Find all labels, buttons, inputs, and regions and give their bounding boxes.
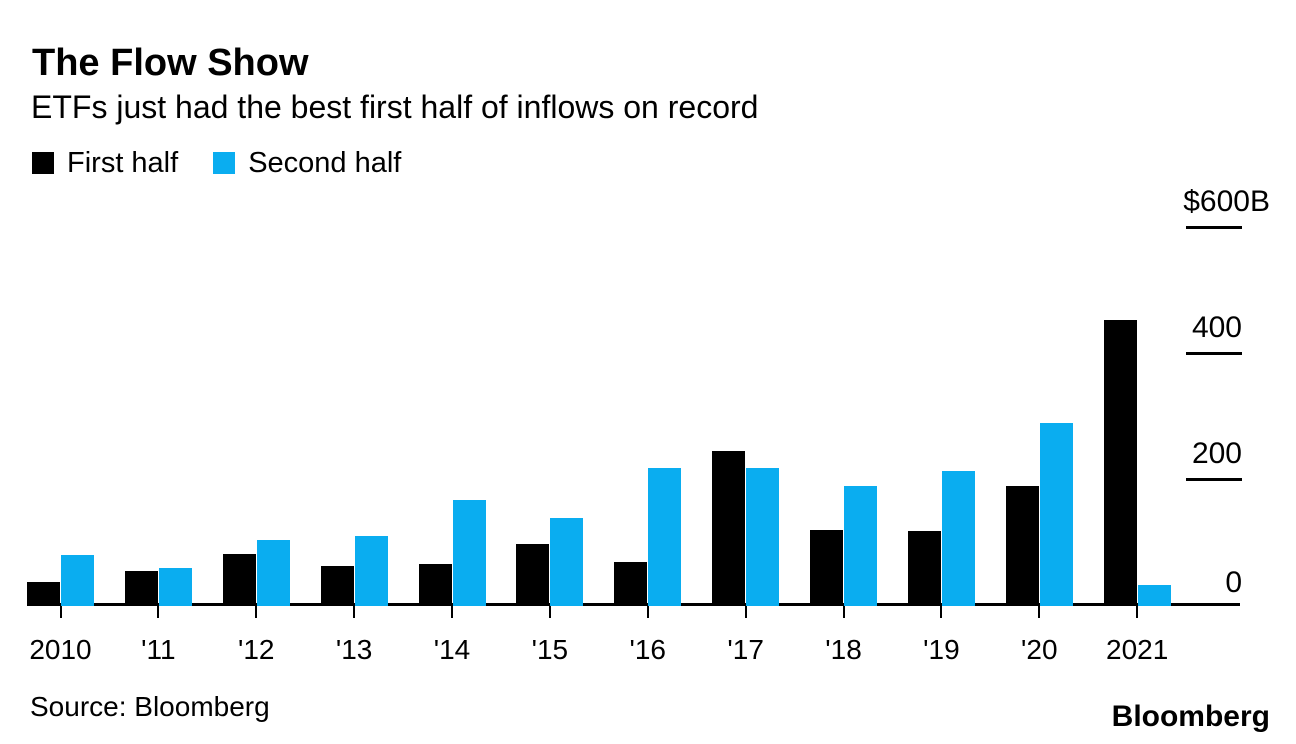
x-label-2019: '19	[923, 634, 960, 665]
y-label-200: 200	[1191, 437, 1242, 471]
bar-second-half-2017	[746, 468, 780, 606]
bar-second-half-2013	[354, 536, 388, 606]
bloomberg-logo: Bloomberg	[1111, 700, 1270, 733]
bar-second-half-2012	[256, 540, 290, 606]
x-label-2016: '16	[629, 634, 667, 665]
x-tick-2012	[255, 606, 258, 618]
legend-swatch-first-half	[32, 152, 54, 174]
chart-title: The Flow Show	[32, 42, 309, 84]
y-label-600: $600B	[1183, 184, 1270, 218]
bar-second-half-2014	[452, 500, 486, 606]
bar-first-half-2020	[1005, 486, 1039, 606]
x-tick-2018	[842, 606, 845, 618]
bar-first-half-2019	[907, 531, 941, 606]
y-gridline-200	[1186, 478, 1242, 482]
x-label-2020: '20	[1021, 634, 1058, 665]
bar-first-half-2015	[516, 544, 550, 606]
bar-second-half-2021	[1137, 585, 1171, 606]
x-tick-2010	[59, 606, 62, 618]
chart-subtitle: ETFs just had the best first half of inf…	[31, 89, 759, 125]
bar-second-half-2015	[550, 518, 584, 606]
bar-first-half-2016	[614, 562, 648, 606]
bar-second-half-2011	[158, 568, 192, 606]
bar-first-half-2014	[418, 564, 452, 606]
legend-label-first-half: First half	[67, 147, 179, 179]
x-label-2010: 2010	[29, 634, 92, 665]
bar-second-half-2020	[1039, 423, 1073, 606]
x-tick-2015	[548, 606, 551, 618]
y-label-400: 400	[1191, 310, 1242, 344]
x-tick-2014	[451, 606, 454, 618]
x-tick-2021	[1136, 606, 1139, 618]
x-tick-2016	[646, 606, 649, 618]
x-label-2014: '14	[433, 634, 471, 665]
bar-first-half-2011	[124, 571, 158, 606]
y-gridline-400	[1186, 351, 1242, 355]
x-tick-2020	[1038, 606, 1041, 618]
bar-first-half-2012	[222, 554, 256, 606]
legend-swatch-second-half	[213, 152, 236, 174]
x-label-2018: '18	[825, 634, 862, 665]
bar-first-half-2010	[27, 582, 60, 606]
bar-second-half-2018	[844, 486, 878, 606]
x-label-2017: '17	[727, 634, 764, 665]
bar-second-half-2010	[61, 555, 94, 606]
bar-first-half-2017	[712, 451, 746, 606]
source-note: Source: Bloomberg	[30, 691, 270, 722]
legend-label-second-half: Second half	[248, 147, 402, 179]
y-gridline-600	[1186, 225, 1242, 229]
y-label-0: 0	[1225, 566, 1242, 599]
x-label-2021: 2021	[1106, 634, 1169, 665]
bar-first-half-2018	[810, 530, 844, 606]
x-tick-2013	[353, 606, 356, 618]
x-label-2013: '13	[335, 634, 373, 665]
legend: First half Second half	[32, 147, 402, 179]
x-label-2012: '12	[238, 634, 275, 665]
bar-first-half-2021	[1103, 320, 1137, 606]
x-tick-2011	[157, 606, 160, 618]
bar-first-half-2013	[320, 566, 354, 606]
x-label-2015: '15	[531, 634, 569, 665]
bar-second-half-2019	[941, 471, 975, 606]
x-label-2011: '11	[141, 634, 176, 665]
x-tick-2017	[744, 606, 747, 618]
bar-second-half-2016	[648, 468, 682, 606]
x-tick-2019	[940, 606, 943, 618]
